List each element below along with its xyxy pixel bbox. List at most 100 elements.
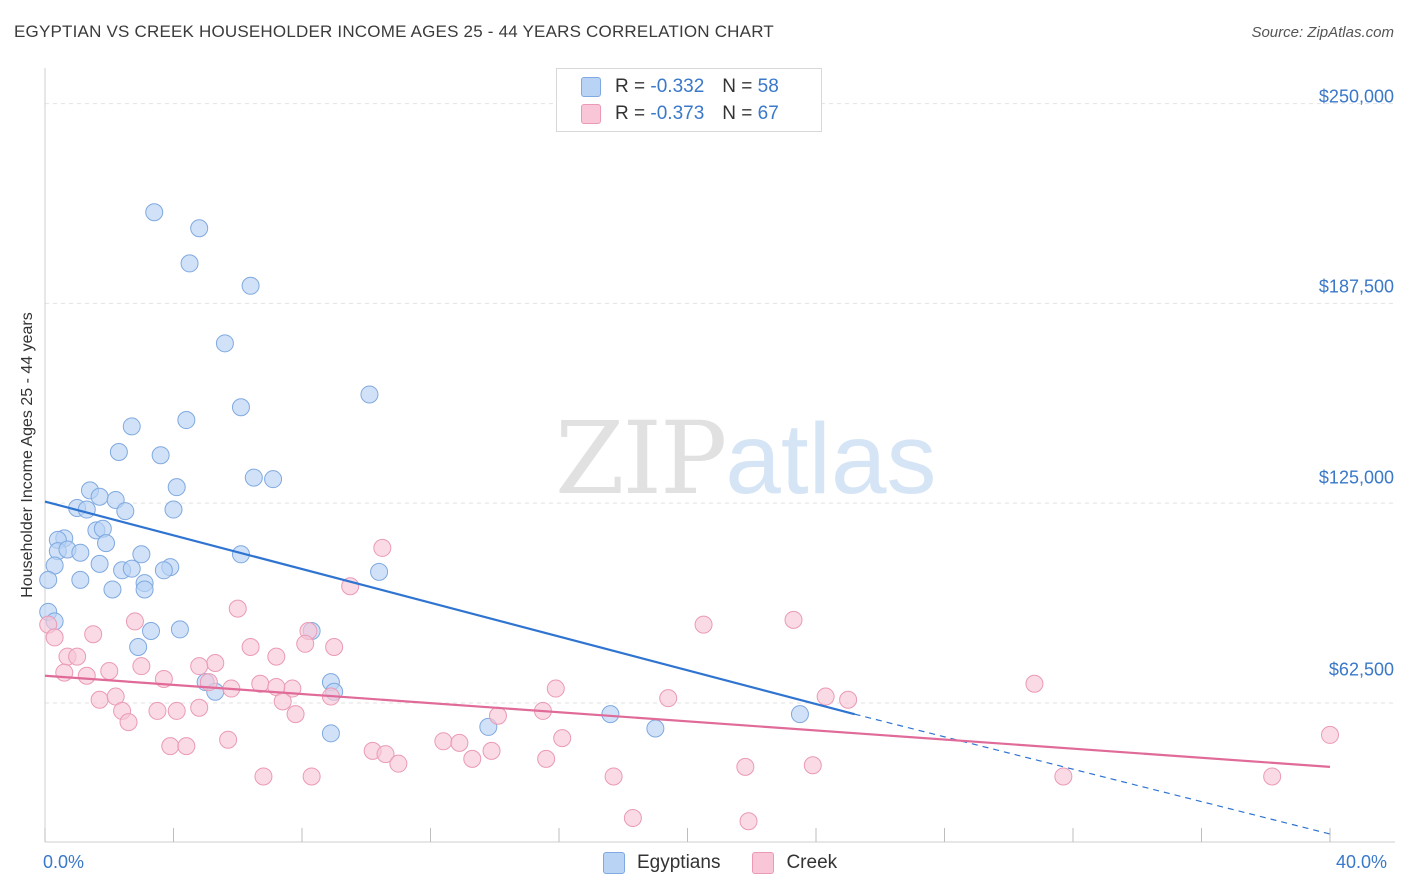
creek-point: [132, 657, 151, 676]
legend-label: Creek: [786, 852, 838, 873]
creek-point: [206, 653, 225, 672]
egyptians-point: [39, 570, 58, 589]
creek-point: [623, 809, 642, 828]
egyptians-point: [122, 559, 141, 578]
creek-point: [125, 612, 144, 631]
egyptians-point: [151, 446, 170, 465]
y-tick-label: $250,000: [1318, 86, 1394, 107]
creek-point: [553, 729, 572, 748]
egyptians-point: [264, 470, 283, 489]
egyptians-point: [646, 719, 665, 738]
creek-point: [68, 647, 87, 666]
creek-point: [84, 625, 103, 644]
creek-point: [100, 661, 119, 680]
egyptians-point: [90, 487, 109, 506]
egyptians-trend-extension: [854, 713, 1331, 835]
egyptians-point: [241, 276, 260, 295]
series-legend: Egyptians Creek: [603, 852, 869, 874]
creek-point: [177, 737, 196, 756]
egyptians-point: [77, 500, 96, 519]
egyptians-point: [360, 385, 379, 404]
egyptians-point: [790, 705, 809, 724]
egyptians-point: [231, 398, 250, 417]
egyptians-point: [135, 580, 154, 599]
egyptians-point: [154, 561, 173, 580]
creek-point: [463, 749, 482, 768]
r-value: -0.332: [650, 76, 705, 97]
creek-point: [1263, 767, 1282, 786]
creek-point: [267, 647, 286, 666]
creek-point: [161, 737, 180, 756]
creek-point: [241, 638, 260, 657]
egyptians-trend-line: [44, 500, 855, 716]
egyptians-point: [244, 468, 263, 487]
creek-point: [739, 812, 758, 831]
creek-point: [119, 713, 138, 732]
creek-point: [488, 706, 507, 725]
egyptians-point: [370, 562, 389, 581]
legend-item-egyptians[interactable]: Egyptians: [603, 852, 720, 874]
creek-point: [839, 690, 858, 709]
creek-point: [659, 689, 678, 708]
creek-point: [273, 692, 292, 711]
creek-point: [286, 705, 305, 724]
creek-point: [90, 690, 109, 709]
creek-point: [434, 732, 453, 751]
creek-point: [546, 679, 565, 698]
egyptians-point: [122, 417, 141, 436]
egyptians-point: [177, 411, 196, 430]
egyptians-point: [170, 620, 189, 639]
egyptians-point: [90, 554, 109, 573]
creek-point: [190, 657, 209, 676]
watermark-zip: ZIP: [555, 400, 727, 517]
egyptians-point: [180, 254, 199, 273]
creek-swatch: [752, 852, 775, 874]
egyptians-point: [145, 203, 164, 222]
creek-point: [302, 767, 321, 786]
egyptians-point: [167, 478, 186, 497]
creek-point: [190, 698, 209, 717]
creek-point: [784, 610, 803, 629]
egyptians-point: [321, 724, 340, 743]
legend-item-creek[interactable]: Creek: [752, 852, 837, 874]
creek-point: [1321, 725, 1339, 744]
creek-point: [803, 756, 822, 775]
egyptians-swatch: [603, 852, 625, 874]
n-value: 58: [757, 76, 779, 97]
n-value: 67: [757, 103, 779, 124]
stats-legend: R = -0.332 N = 58 R = -0.373 N = 67: [556, 68, 822, 132]
creek-point: [77, 666, 96, 685]
egyptians-point: [71, 570, 90, 589]
creek-point: [376, 745, 395, 764]
egyptians-point: [142, 622, 161, 641]
creek-point: [450, 733, 469, 752]
egyptians-point: [116, 502, 135, 521]
creek-point: [736, 757, 755, 776]
egyptians-point: [215, 334, 234, 353]
egyptians-point: [190, 219, 209, 238]
creek-point: [816, 687, 835, 706]
stats-legend-row-creek: R = -0.373 N = 67: [581, 103, 779, 125]
creek-point: [373, 538, 392, 557]
creek-swatch: [581, 104, 601, 124]
egyptians-swatch: [581, 77, 601, 97]
y-tick-label: $187,500: [1318, 276, 1394, 297]
creek-point: [1054, 767, 1073, 786]
stats-legend-row-egyptians: R = -0.332 N = 58: [581, 76, 779, 98]
creek-point: [694, 615, 713, 634]
legend-label: Egyptians: [637, 852, 721, 873]
creek-trend-line: [44, 674, 1331, 768]
y-axis-label: Householder Income Ages 25 - 44 years: [19, 312, 36, 598]
creek-point: [167, 701, 186, 720]
creek-point: [537, 749, 556, 768]
egyptians-point: [97, 534, 116, 553]
y-tick-label: $62,500: [1328, 659, 1394, 680]
creek-point: [45, 628, 64, 647]
egyptians-point: [71, 543, 90, 562]
egyptians-point: [601, 705, 620, 724]
creek-point: [148, 701, 167, 720]
x-tick-label-min: 0.0%: [43, 852, 85, 872]
egyptians-point: [103, 580, 122, 599]
source-label: Source: ZipAtlas.com: [1251, 24, 1394, 41]
